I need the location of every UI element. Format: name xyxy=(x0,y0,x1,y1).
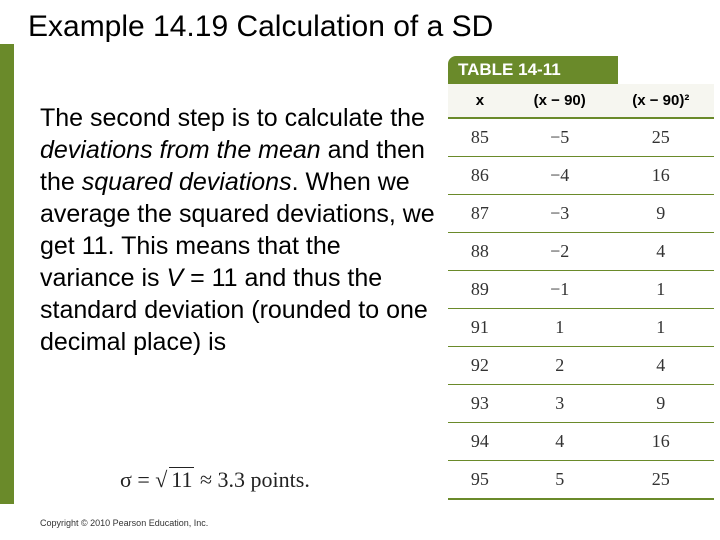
table-row: 94416 xyxy=(448,423,714,461)
cell: 4 xyxy=(608,347,714,385)
col-header: (x − 90) xyxy=(512,84,608,118)
sigma-rhs: ≈ 3.3 points. xyxy=(194,467,309,492)
cell: 16 xyxy=(608,157,714,195)
table-row: 9339 xyxy=(448,385,714,423)
page-title: Example 14.19 Calculation of a SD xyxy=(28,10,493,44)
cell: 4 xyxy=(512,423,608,461)
col-header: (x − 90)² xyxy=(608,84,714,118)
cell: 25 xyxy=(608,118,714,157)
sigma-lhs: σ = xyxy=(120,467,155,492)
cell: 87 xyxy=(448,195,512,233)
sqrt-icon: 11 xyxy=(155,467,194,493)
para-text: The second step is to calculate the xyxy=(40,104,425,132)
cell: 4 xyxy=(608,233,714,271)
cell: 2 xyxy=(512,347,608,385)
col-header: x xyxy=(448,84,512,118)
cell: 25 xyxy=(608,461,714,500)
table-row: 86−416 xyxy=(448,157,714,195)
cell: 1 xyxy=(512,309,608,347)
cell: 92 xyxy=(448,347,512,385)
cell: 3 xyxy=(512,385,608,423)
cell: −3 xyxy=(512,195,608,233)
cell: 9 xyxy=(608,385,714,423)
table-row: 89−11 xyxy=(448,271,714,309)
table-row: 9224 xyxy=(448,347,714,385)
body-paragraph: The second step is to calculate the devi… xyxy=(40,102,440,358)
cell: −1 xyxy=(512,271,608,309)
cell: −2 xyxy=(512,233,608,271)
table-row: 85−525 xyxy=(448,118,714,157)
cell: 95 xyxy=(448,461,512,500)
cell: 1 xyxy=(608,309,714,347)
cell: 86 xyxy=(448,157,512,195)
sigma-radicand: 11 xyxy=(169,467,194,491)
cell: 88 xyxy=(448,233,512,271)
table-row: 9111 xyxy=(448,309,714,347)
table-header-row: x (x − 90) (x − 90)² xyxy=(448,84,714,118)
accent-bar xyxy=(0,44,14,504)
table-row: 88−24 xyxy=(448,233,714,271)
cell: 16 xyxy=(608,423,714,461)
cell: 85 xyxy=(448,118,512,157)
table-row: 87−39 xyxy=(448,195,714,233)
sigma-equation: σ = 11 ≈ 3.3 points. xyxy=(120,467,310,493)
sd-table: x (x − 90) (x − 90)² 85−525 86−416 87−39… xyxy=(448,84,714,500)
cell: −5 xyxy=(512,118,608,157)
cell: −4 xyxy=(512,157,608,195)
cell: 9 xyxy=(608,195,714,233)
sd-table-wrap: TABLE 14-11 x (x − 90) (x − 90)² 85−525 … xyxy=(448,56,714,500)
para-italic: squared deviations xyxy=(82,168,292,196)
cell: 1 xyxy=(608,271,714,309)
cell: 5 xyxy=(512,461,608,500)
para-italic: deviations from the mean xyxy=(40,136,321,164)
para-italic: V xyxy=(166,264,183,292)
cell: 93 xyxy=(448,385,512,423)
copyright-text: Copyright © 2010 Pearson Education, Inc. xyxy=(40,518,208,528)
table-row: 95525 xyxy=(448,461,714,500)
table-caption: TABLE 14-11 xyxy=(448,56,618,84)
cell: 91 xyxy=(448,309,512,347)
cell: 94 xyxy=(448,423,512,461)
cell: 89 xyxy=(448,271,512,309)
